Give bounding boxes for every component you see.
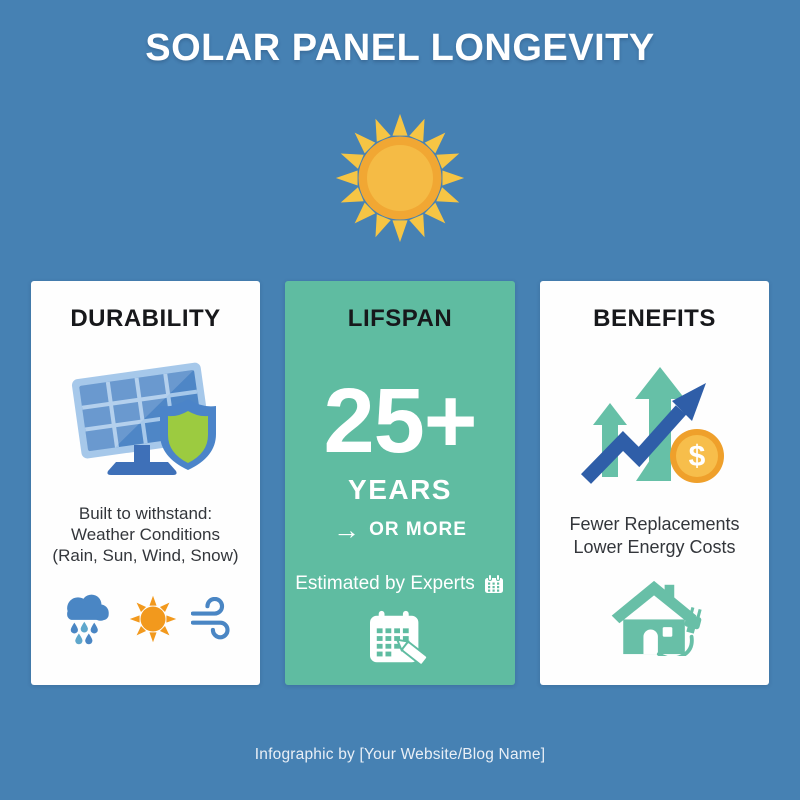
dollar-coin-icon: $ [669, 429, 724, 483]
lifespan-value: 25+ [323, 370, 477, 472]
card-benefits: BENEFITS $ Fewer Replacements Lower Ener… [540, 281, 769, 685]
estimated-label: Estimated by Experts [295, 573, 475, 595]
durability-text: Built to withstand: Weather Conditions (… [52, 503, 238, 566]
house-plug-icon [611, 580, 702, 656]
cards-row: DURABILITY Built to withstand: [0, 281, 800, 685]
benefits-heading: BENEFITS [593, 305, 716, 332]
durability-heading: DURABILITY [70, 305, 221, 332]
arrow-right-icon: → [333, 515, 361, 546]
growth-arrows-icon: $ [580, 367, 724, 484]
benefits-text: Fewer Replacements Lower Energy Costs [569, 513, 739, 559]
or-more-row: → OR MORE [333, 515, 467, 546]
weather-icons-row [59, 590, 233, 648]
card-durability: DURABILITY Built to withstand: [31, 281, 260, 685]
card-lifespan: LIFSPAN 25+ YEARS → OR MORE Estimated by… [285, 281, 515, 685]
benefits-line-1: Fewer Replacements [569, 514, 740, 534]
footer-credit: Infographic by [Your Website/Blog Name] [254, 746, 546, 763]
sun-icon [335, 113, 465, 243]
durability-line-3: (Rain, Sun, Wind, Snow) [52, 546, 239, 565]
durability-line-2: Weather Conditions [70, 525, 220, 544]
lifespan-unit: YEARS [348, 474, 452, 506]
lifespan-heading: LIFSPAN [347, 305, 453, 332]
benefits-line-2: Lower Energy Costs [573, 537, 736, 557]
dollar-symbol: $ [688, 440, 705, 473]
page-title: SOLAR PANEL LONGEVITY [145, 27, 655, 69]
sun-icon [129, 595, 176, 643]
wind-icon [190, 597, 230, 640]
estimated-row: Estimated by Experts [295, 573, 505, 595]
rain-cloud-icon [66, 594, 109, 645]
durability-line-1: Built to withstand: [78, 504, 213, 523]
calendar-edit-icon [370, 611, 429, 667]
calendar-icon [484, 574, 503, 594]
solar-panel-shield-icon [71, 362, 216, 475]
or-more-label: OR MORE [369, 519, 467, 541]
sun-illustration [334, 112, 466, 244]
